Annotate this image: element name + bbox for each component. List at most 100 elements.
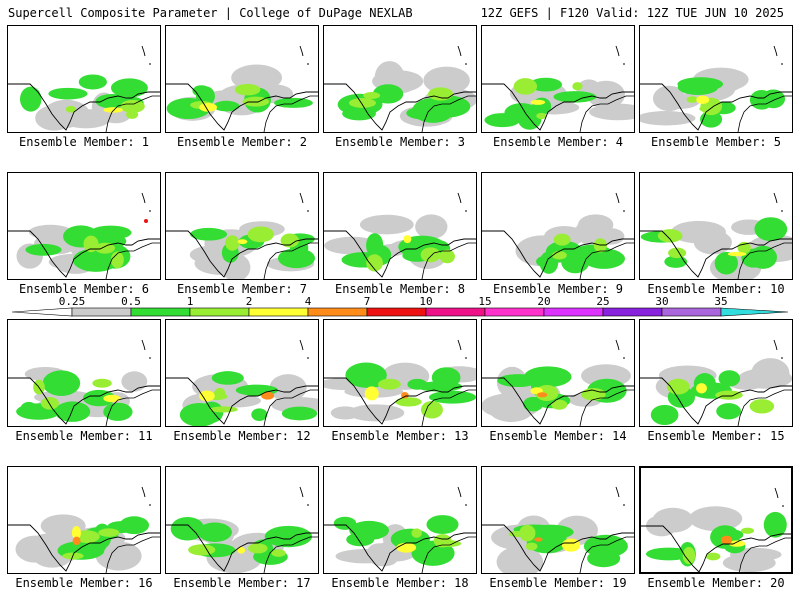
coastline (8, 524, 160, 572)
ensemble-member-label: Ensemble Member: 4 (492, 135, 624, 149)
coastline (482, 230, 634, 278)
scp-shade-green (523, 396, 544, 412)
ensemble-member-map[interactable] (7, 319, 161, 427)
scp-shade-green (179, 403, 220, 426)
scp-shade-lightgreen (120, 99, 145, 113)
coastline (324, 524, 476, 572)
scp-shade-yellow (71, 525, 82, 540)
scp-shade-green (190, 227, 228, 241)
ensemble-member-map[interactable] (481, 319, 635, 427)
ensemble-member-label: Ensemble Member: 14 (489, 429, 627, 443)
ensemble-member-label: Ensemble Member: 18 (331, 576, 469, 590)
coastline (166, 377, 318, 425)
ensemble-member-map[interactable] (481, 466, 635, 574)
ensemble-member-map[interactable] (7, 466, 161, 574)
ensemble-member-map[interactable] (165, 466, 319, 574)
island-outline (615, 45, 625, 65)
scp-shade-red (144, 219, 148, 223)
ensemble-member-map[interactable] (165, 172, 319, 280)
scp-shade-green (355, 372, 385, 389)
coastline (640, 83, 792, 131)
ensemble-member-map[interactable] (165, 319, 319, 427)
scp-field-map (324, 192, 476, 279)
scp-shade-green (431, 367, 461, 389)
scp-shade-green (754, 217, 788, 242)
scp-shade-green (650, 404, 679, 425)
state-border (105, 242, 160, 279)
scp-field-map (324, 486, 476, 573)
scp-shade-lightgreen (366, 254, 383, 272)
scp-shade-yellow (199, 103, 218, 112)
scp-shade-yellow (103, 394, 121, 403)
scp-shade-lightgreen (519, 524, 536, 542)
scp-shade-green (213, 100, 240, 112)
ensemble-member-map[interactable] (323, 172, 477, 280)
scp-shade-gray (15, 535, 55, 563)
island-outline (141, 192, 151, 212)
scp-field-map (166, 339, 318, 426)
scp-shade-green (19, 86, 42, 112)
scp-shade-lightgreen (581, 387, 606, 401)
scp-shade-gray (689, 506, 743, 532)
ensemble-member-map[interactable] (7, 25, 161, 133)
ensemble-member-map[interactable] (639, 25, 793, 133)
scp-shade-gray (729, 547, 782, 562)
scp-shade-yellow (364, 386, 379, 401)
island-outline (457, 486, 467, 506)
colorbar-segment (12, 307, 73, 317)
ensemble-member-map[interactable] (323, 25, 477, 133)
scp-shade-green (82, 389, 116, 407)
scp-shade-yellow (403, 235, 412, 244)
colorbar-tick-label: 1 (187, 296, 194, 308)
island-outline (299, 45, 309, 65)
state-border (421, 242, 476, 279)
scp-shade-green (372, 84, 404, 104)
ensemble-member-map[interactable] (323, 319, 477, 427)
colorbar-tick-label: 35 (714, 296, 727, 308)
colorbar-tick-label: 30 (655, 296, 668, 308)
ensemble-member-map[interactable] (7, 172, 161, 280)
colorbar-tick-label: 15 (478, 296, 491, 308)
state-border (579, 536, 634, 573)
scp-shade-green (529, 77, 563, 92)
coastline (324, 83, 476, 131)
ensemble-member-map[interactable] (639, 172, 793, 280)
scp-shade-gray (269, 374, 307, 402)
ensemble-member-label: Ensemble Member: 2 (176, 135, 308, 149)
ensemble-member-map[interactable] (639, 319, 793, 427)
scp-shade-gray (121, 371, 148, 392)
coastline (482, 524, 634, 572)
scp-shade-green (714, 251, 738, 275)
scp-shade-yellow (199, 390, 215, 402)
state-border (263, 95, 318, 132)
scp-field-map (324, 45, 476, 132)
ensemble-member-map[interactable] (165, 25, 319, 133)
scp-field-map (166, 192, 318, 279)
scp-shade-green (677, 77, 724, 92)
ensemble-member-map[interactable] (481, 25, 635, 133)
scp-field-map (324, 339, 476, 426)
scp-shade-lightgreen (214, 387, 226, 400)
ensemble-member-label: Ensemble Member: 11 (15, 429, 153, 443)
scp-shade-green (342, 107, 376, 121)
scp-shade-yellow (727, 251, 747, 257)
state-border (737, 389, 792, 426)
scp-field-map (641, 487, 791, 572)
coastline (641, 525, 791, 572)
ensemble-member-map[interactable] (481, 172, 635, 280)
scp-shade-gray (324, 236, 381, 255)
scp-shade-lightgreen (348, 98, 377, 108)
scp-shade-green (119, 516, 150, 535)
colorbar-segment (602, 307, 663, 317)
scp-shade-orange (534, 537, 543, 542)
scp-shade-green (346, 532, 375, 547)
coastline (640, 377, 792, 425)
scp-shade-green (718, 370, 741, 387)
ensemble-member-map[interactable] (639, 466, 793, 574)
island-outline (141, 45, 151, 65)
island-outline (774, 487, 784, 507)
coastline (324, 230, 476, 278)
coastline (8, 230, 160, 278)
scp-shade-green (25, 243, 62, 256)
ensemble-member-map[interactable] (323, 466, 477, 574)
